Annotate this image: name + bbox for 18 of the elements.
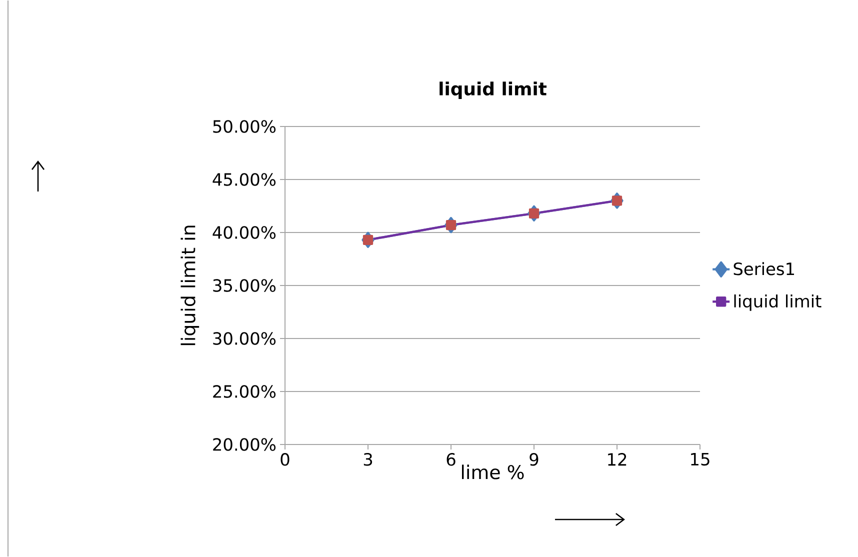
y-tick-label: 25.00% — [213, 385, 276, 398]
y-tick-label: 45.00% — [212, 173, 276, 186]
x-axis-title: lime % — [462, 464, 524, 480]
y-tick-label: 30.00% — [213, 332, 276, 345]
y-tick-label: 50.00% — [213, 120, 276, 133]
x-tick-label: 12 — [608, 452, 626, 466]
y-tick-label: 20.00% — [213, 438, 276, 451]
legend-label: liquid limit — [734, 294, 822, 311]
x-tick-label: 15 — [691, 453, 710, 466]
y-axis-title: liquid limit in — [180, 226, 200, 346]
x-tick-label: 0 — [280, 452, 290, 466]
x-tick-label: 3 — [364, 452, 372, 466]
chart-title: liquid limit — [440, 82, 547, 99]
x-tick-label: 6 — [446, 452, 456, 466]
y-tick-label: 35.00% — [213, 279, 276, 292]
legend-label: Series1 — [734, 262, 794, 276]
x-tick-label: 9 — [530, 452, 538, 466]
y-tick-label: 40.00% — [212, 226, 276, 239]
